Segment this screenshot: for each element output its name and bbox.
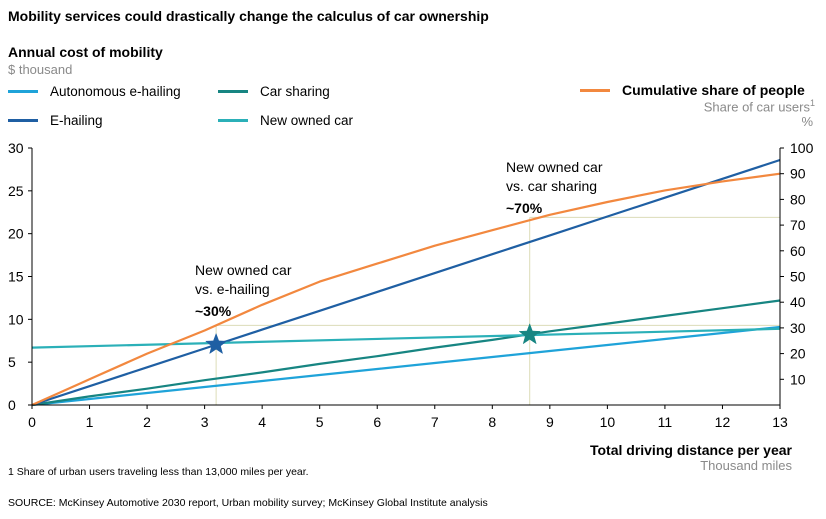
legend-label: Cumulative share of people <box>622 82 805 98</box>
x-tick-label: 8 <box>488 414 496 430</box>
x-tick-label: 12 <box>715 414 731 430</box>
legend-swatch <box>218 119 248 122</box>
x-tick-label: 3 <box>201 414 209 430</box>
x-tick-label: 1 <box>86 414 94 430</box>
y2-tick-label: 70 <box>790 217 806 233</box>
y2-tick-label: 30 <box>790 320 806 336</box>
x-tick-label: 9 <box>546 414 554 430</box>
annotation-label-line2: vs. e-hailing <box>195 281 270 297</box>
x-axis-unit: Thousand miles <box>700 458 792 473</box>
y2-tick-label: 60 <box>790 243 806 259</box>
x-tick-label: 7 <box>431 414 439 430</box>
y2-tick-label: 20 <box>790 346 806 362</box>
y2-tick-label: 100 <box>790 140 814 156</box>
y2-tick-label: 40 <box>790 294 806 310</box>
footnote: 1 Share of urban users traveling less th… <box>8 466 309 478</box>
x-tick-label: 5 <box>316 414 324 430</box>
series-line-new-owned-car <box>31 327 781 349</box>
legend-label: New owned car <box>260 113 354 128</box>
y2-tick-label: 10 <box>790 371 806 387</box>
y-axis-unit: $ thousand <box>8 62 73 77</box>
x-tick-label: 2 <box>143 414 151 430</box>
annotation-label-line1: New owned car <box>506 159 603 175</box>
x-tick-label: 13 <box>772 414 788 430</box>
y-tick-label: 15 <box>8 269 24 285</box>
x-tick-label: 6 <box>373 414 381 430</box>
legend-item-autonomous-e-hailing: Autonomous e-hailing <box>8 84 181 99</box>
legend-label: E-hailing <box>50 113 103 128</box>
legend-swatch <box>218 90 248 93</box>
series-line-e-hailing <box>31 158 781 407</box>
y-tick-label: 30 <box>8 140 24 156</box>
series-line-autonomous-e-hailing <box>31 325 781 407</box>
legend-item-car-sharing: Car sharing <box>218 84 330 99</box>
right-axis-unit: Share of car users1 <box>703 98 815 115</box>
legend-item-new-owned-car: New owned car <box>218 113 353 128</box>
y-tick-label: 20 <box>8 226 24 242</box>
legend-swatch <box>8 119 38 122</box>
annotation-value: ~30% <box>195 303 232 319</box>
y2-tick-label: 80 <box>790 191 806 207</box>
legend-swatch <box>580 88 610 92</box>
x-tick-label: 0 <box>28 414 36 430</box>
legend-item-e-hailing: E-hailing <box>8 113 103 128</box>
annotation-value: ~70% <box>506 200 543 216</box>
intersection-star-marker <box>518 323 541 345</box>
intersection-star-marker <box>205 332 228 355</box>
y2-tick-label: 50 <box>790 269 806 285</box>
x-tick-label: 10 <box>600 414 616 430</box>
series-line-cumulative-share-of-people <box>31 172 781 407</box>
annotation-label-line1: New owned car <box>195 262 292 278</box>
legend-label: Car sharing <box>260 84 330 99</box>
y-tick-label: 5 <box>8 354 16 370</box>
x-tick-label: 4 <box>258 414 266 430</box>
y-tick-label: 25 <box>8 183 24 199</box>
y-tick-label: 0 <box>8 397 16 413</box>
chart-title: Mobility services could drastically chan… <box>8 8 489 24</box>
y2-tick-label: 90 <box>790 166 806 182</box>
source-note: SOURCE: McKinsey Automotive 2030 report,… <box>8 497 488 509</box>
x-tick-label: 11 <box>658 414 673 430</box>
series-line-car-sharing <box>31 299 781 407</box>
right-axis-percent: % <box>801 114 813 129</box>
legend-label: Autonomous e-hailing <box>50 84 181 99</box>
x-axis-title: Total driving distance per year <box>589 442 792 458</box>
y-axis-title: Annual cost of mobility <box>8 44 163 60</box>
legend-item-cumulative-share: Cumulative share of people <box>580 82 805 98</box>
legend-swatch <box>8 90 38 93</box>
y-tick-label: 10 <box>8 311 24 327</box>
annotation-label-line2: vs. car sharing <box>506 178 597 194</box>
